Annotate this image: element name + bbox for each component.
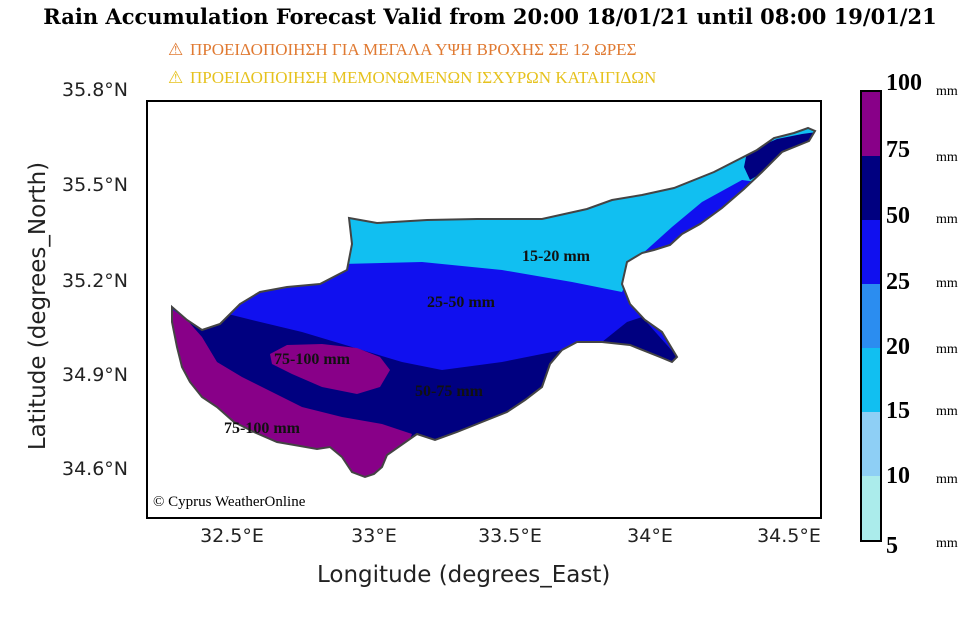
warning-thunderstorms: ⚠ ΠΡΟΕΙΔΟΠΟΙΗΣΗ ΜΕΜΟΝΩΜΕΝΩΝ ΙΣΧΥΡΩΝ ΚΑΤΑΙ… <box>168 68 656 88</box>
legend-unit: mm <box>936 276 958 291</box>
legend-value: 75 <box>886 137 910 163</box>
legend-swatch-10-15 <box>862 412 880 476</box>
warning-heavy-rain: ⚠ ΠΡΟΕΙΔΟΠΟΙΗΣΗ ΓΙΑ ΜΕΓΑΛΑ ΥΨΗ ΒΡΟΧΗΣ ΣΕ … <box>168 40 636 60</box>
legend-swatch-20-25 <box>862 284 880 348</box>
legend-swatch-50-75 <box>862 156 880 220</box>
y-tick-label: 35.8°N <box>62 79 129 101</box>
warning-text: ΠΡΟΕΙΔΟΠΟΙΗΣΗ ΜΕΜΟΝΩΜΕΝΩΝ ΙΣΧΥΡΩΝ ΚΑΤΑΙΓ… <box>190 68 657 87</box>
x-tick-label: 32.5°E <box>200 525 264 547</box>
zone-label: 75-100 mm <box>224 420 301 437</box>
x-tick-label: 34°E <box>627 525 673 547</box>
legend-unit: mm <box>936 212 958 227</box>
map-panel: 15-20 mm 25-50 mm 75-100 mm 50-75 mm 75-… <box>146 100 822 519</box>
y-tick-label: 35.5°N <box>62 174 129 196</box>
x-axis-label: Longitude (degrees_East) <box>317 562 611 588</box>
zone-50-75-mm-panhandle <box>744 132 815 180</box>
zone-label: 25-50 mm <box>427 294 496 311</box>
x-tick-label: 33.5°E <box>478 525 542 547</box>
legend-unit: mm <box>936 150 958 165</box>
x-tick-label: 33°E <box>351 525 397 547</box>
y-tick-label: 35.2°N <box>62 270 129 292</box>
legend-swatch-5-10 <box>862 476 880 540</box>
legend-unit: mm <box>936 84 958 99</box>
warning-text: ΠΡΟΕΙΔΟΠΟΙΗΣΗ ΓΙΑ ΜΕΓΑΛΑ ΥΨΗ ΒΡΟΧΗΣ ΣΕ 1… <box>190 40 637 59</box>
legend-swatch-25-50 <box>862 220 880 284</box>
y-tick-label: 34.6°N <box>62 458 129 480</box>
legend-value: 20 <box>886 334 910 360</box>
legend-swatch-15-20 <box>862 348 880 412</box>
legend-unit: mm <box>936 404 958 419</box>
zone-label: 75-100 mm <box>274 351 351 368</box>
legend-value: 10 <box>886 463 910 489</box>
cyprus-map: 15-20 mm 25-50 mm 75-100 mm 50-75 mm 75-… <box>171 127 816 478</box>
map-title: Rain Accumulation Forecast Valid from 20… <box>43 4 937 29</box>
color-legend-bar <box>860 90 882 542</box>
y-axis-label: Latitude (degrees_North) <box>25 161 51 451</box>
warning-triangle-icon: ⚠ <box>168 68 184 87</box>
zone-label: 15-20 mm <box>522 248 591 265</box>
legend-unit: mm <box>936 536 958 551</box>
legend-unit: mm <box>936 472 958 487</box>
copyright-notice: © Cyprus WeatherOnline <box>153 494 306 510</box>
legend-swatch-75-100 <box>862 92 880 156</box>
legend-value: 25 <box>886 269 910 295</box>
zone-75-100-mm-inner <box>270 344 390 394</box>
y-tick-label: 34.9°N <box>62 364 129 386</box>
zone-label: 50-75 mm <box>415 383 484 400</box>
legend-unit: mm <box>936 342 958 357</box>
legend-value: 50 <box>886 203 910 229</box>
warning-triangle-icon: ⚠ <box>168 40 184 59</box>
zone-25-50-mm-northeast <box>642 180 757 254</box>
legend-value: 100 <box>886 70 922 96</box>
x-tick-label: 34.5°E <box>757 525 821 547</box>
legend-value: 5 <box>886 533 898 559</box>
legend-value: 15 <box>886 398 910 424</box>
